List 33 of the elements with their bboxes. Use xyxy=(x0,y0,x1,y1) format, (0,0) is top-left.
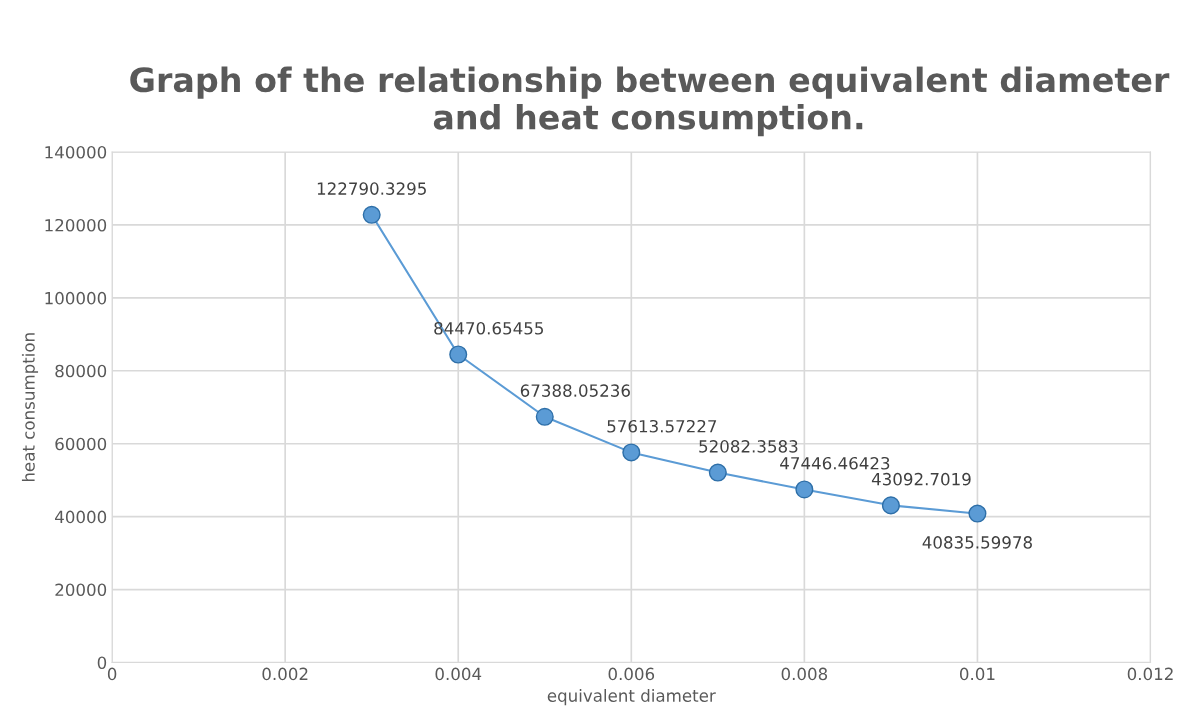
data-label: 40835.59978 xyxy=(922,536,1032,549)
y-tick-label: 80000 xyxy=(55,364,107,378)
x-tick-label: 0.008 xyxy=(781,667,828,681)
x-tick-label: 0 xyxy=(107,667,117,681)
y-tick-label: 60000 xyxy=(55,437,107,451)
point xyxy=(449,345,468,364)
data-label: 122790.3295 xyxy=(317,182,426,195)
y-tick-label: 140000 xyxy=(45,146,107,159)
data-label: 43092.7019 xyxy=(871,472,971,486)
data-label: 52082.3583 xyxy=(699,440,798,453)
y-tick-label: 20000 xyxy=(55,583,107,597)
x-tick-label: 0.012 xyxy=(1127,667,1173,681)
x-tick-label: 0.006 xyxy=(608,667,655,681)
x-tick-label: 0.002 xyxy=(262,667,308,681)
point xyxy=(968,504,987,523)
point xyxy=(795,480,814,499)
y-tick-label: 40000 xyxy=(55,510,107,524)
y-axis-title: heat consumption xyxy=(21,333,39,482)
data-label: 67388.05236 xyxy=(520,384,630,397)
data-label: 57613.57227 xyxy=(607,419,717,433)
y-tick-label: 120000 xyxy=(45,218,107,232)
data-label: 47446.46423 xyxy=(780,456,890,470)
point xyxy=(622,443,641,462)
point xyxy=(708,463,727,482)
point xyxy=(881,496,900,515)
x-tick-label: 0.01 xyxy=(959,667,995,681)
y-tick-label: 0 xyxy=(97,656,107,670)
point xyxy=(362,205,381,224)
x-axis-title: equivalent diameter xyxy=(547,689,716,706)
x-tick-label: 0.004 xyxy=(435,667,482,681)
y-tick-label: 100000 xyxy=(45,291,107,305)
point xyxy=(535,407,554,426)
chart-title: Graph of the relationship between equivalent diameter and heat consumption. xyxy=(130,66,1170,137)
